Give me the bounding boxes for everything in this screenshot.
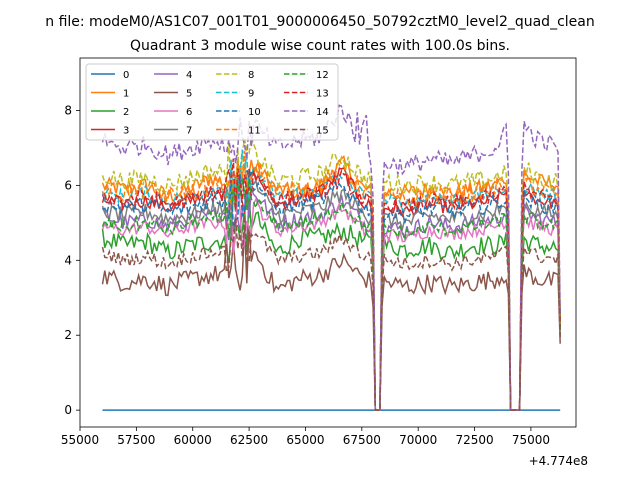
legend-label-4: 4 [186, 70, 192, 81]
legend-label-7: 7 [186, 126, 192, 137]
legend-label-3: 3 [123, 126, 129, 137]
series-line-15 [101, 215, 561, 411]
legend-label-2: 2 [123, 107, 129, 118]
x-tick-label: 57500 [117, 433, 155, 447]
x-tick-label: 62500 [230, 433, 268, 447]
legend-label-6: 6 [186, 107, 192, 118]
axes-frame [79, 57, 577, 428]
legend-box [85, 63, 339, 141]
y-tick-label: 2 [64, 328, 72, 342]
legend-label-12: 12 [316, 70, 329, 81]
figure-suptitle: n file: modeM0/AS1C07_001T01_9000006450_… [45, 14, 594, 30]
legend-label-8: 8 [248, 70, 254, 81]
y-tick-label: 4 [64, 253, 72, 267]
x-tick-label: 55000 [61, 433, 99, 447]
legend-label-10: 10 [248, 107, 261, 118]
y-tick-label: 6 [64, 178, 72, 192]
series-line-1 [101, 155, 561, 411]
x-tick-label: 60000 [174, 433, 212, 447]
series-line-10 [102, 170, 561, 411]
legend-label-9: 9 [248, 89, 254, 100]
legend-label-5: 5 [186, 89, 192, 100]
legend-label-13: 13 [316, 89, 329, 100]
legend-label-1: 1 [123, 89, 129, 100]
series-line-7 [101, 173, 561, 411]
x-tick-label: 75000 [512, 433, 550, 447]
legend-label-11: 11 [248, 126, 261, 137]
x-tick-label: 72500 [455, 433, 493, 447]
series-line-5 [101, 225, 561, 411]
y-tick-label: 8 [64, 103, 72, 117]
plot-area: 55000 57500 60000 62500 65000 67500 70000 72500… [61, 57, 577, 447]
y-tick-label: 0 [64, 403, 72, 417]
x-tick-label: 67500 [343, 433, 381, 447]
series-line-13 [101, 158, 561, 411]
legend-label-14: 14 [316, 107, 329, 118]
legend-label-0: 0 [123, 70, 129, 81]
x-offset-text: +4.774e8 [529, 454, 588, 468]
chart-title: Quadrant 3 module wise count rates with … [130, 38, 510, 54]
legend-label-15: 15 [316, 126, 329, 137]
series-line-8 [101, 137, 561, 411]
series-line-12 [101, 178, 561, 411]
x-tick-label: 65000 [286, 433, 324, 447]
x-tick-label: 70000 [399, 433, 437, 447]
